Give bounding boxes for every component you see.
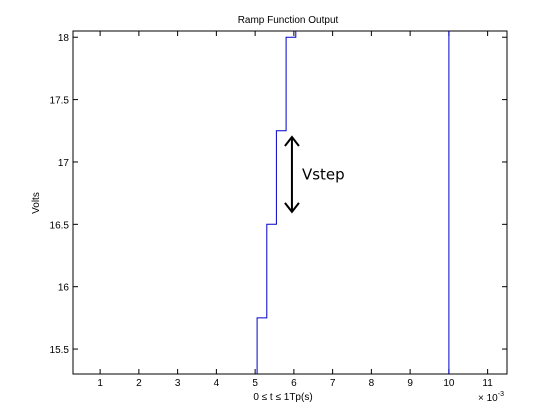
y-tick-label: 15.5 xyxy=(50,345,70,356)
x-tick-label: 7 xyxy=(330,378,336,389)
x-tick-label: 10 xyxy=(443,378,455,389)
y-axis: 15.5 16 16.5 17 17.5 18 xyxy=(50,33,507,356)
y-tick-label: 18 xyxy=(58,33,70,44)
x-tick-label: 6 xyxy=(291,378,297,389)
y-tick-label: 16.5 xyxy=(50,220,70,231)
x-tick-label: 9 xyxy=(407,378,413,389)
x-multiplier: × 10-3 xyxy=(478,391,504,404)
vstep-arrow-head-down xyxy=(284,202,300,214)
y-tick-label: 17 xyxy=(58,158,70,169)
x-tick-label: 4 xyxy=(214,378,220,389)
y-axis-label: Volts xyxy=(31,192,42,214)
chart-title: Ramp Function Output xyxy=(238,15,339,26)
y-tick-label: 16 xyxy=(58,283,70,294)
x-tick-label: 2 xyxy=(136,378,142,389)
annotation-layer: Vstep xyxy=(284,135,345,214)
x-tick-label: 8 xyxy=(369,378,375,389)
vstep-annotation: Vstep xyxy=(302,165,345,183)
vstep-arrow-head-up xyxy=(284,135,300,147)
x-multiplier-exponent: -3 xyxy=(498,391,504,398)
x-tick-label: 5 xyxy=(252,378,258,389)
plot-area xyxy=(72,30,508,375)
y-tick-label: 17.5 xyxy=(50,96,70,107)
x-axis-label: 0 ≤ t ≤ 1Tp(s) xyxy=(253,392,312,403)
series-line-1 xyxy=(256,31,297,374)
series-layer xyxy=(256,31,450,374)
x-tick-label: 3 xyxy=(175,378,181,389)
x-tick-label: 1 xyxy=(97,378,103,389)
x-tick-label: 11 xyxy=(482,378,493,389)
x-multiplier-label: × 10 xyxy=(478,393,498,404)
